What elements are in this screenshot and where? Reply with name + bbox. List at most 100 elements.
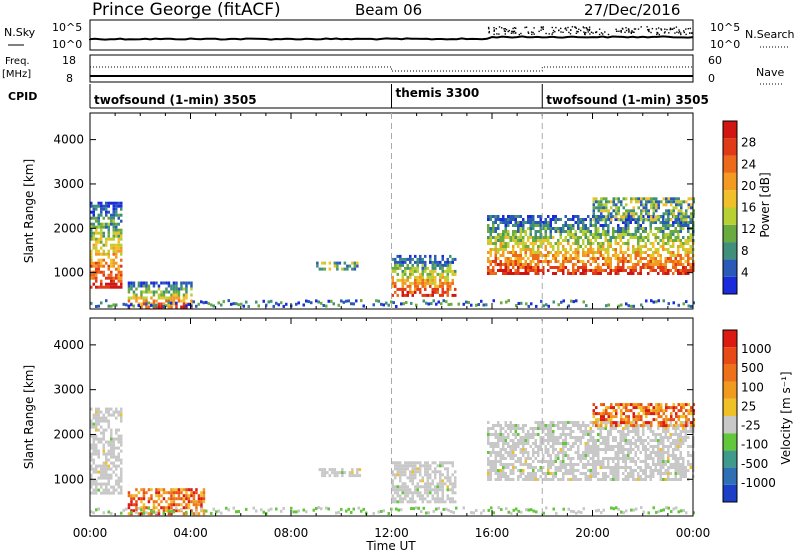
heatmap-cell [411,494,414,498]
heatmap-cell [115,410,118,414]
nsearch-point [514,32,516,34]
heatmap-cell [684,439,687,442]
heatmap-cell [502,427,505,430]
heatmap-cell [275,507,278,511]
heatmap-cell [569,469,572,472]
heatmap-cell [667,445,670,448]
heatmap-cell [336,264,339,268]
heatmap-cell [524,475,527,478]
heatmap-cell [544,448,547,451]
heatmap-cell [577,221,580,224]
heatmap-cell [524,448,527,451]
heatmap-cell [552,436,555,439]
heatmap-cell [515,507,518,511]
freq-label-line1: Freq. [5,56,30,67]
heatmap-cell [117,428,120,432]
heatmap-cell [624,466,627,469]
heatmap-cell [97,213,100,217]
heatmap-cell [454,482,457,486]
heatmap-cell [140,508,143,512]
heatmap-cell [670,218,673,222]
heatmap-cell [677,436,680,439]
heatmap-cell [446,263,449,267]
heatmap-cell [185,296,188,300]
heatmap-cell [615,415,618,419]
heatmap-cell [502,236,505,239]
heatmap-cell [95,204,98,208]
heatmap-cell [605,215,608,219]
heatmap-cell [492,236,495,239]
heatmap-cell [682,424,685,428]
heatmap-cell [362,304,365,308]
colorbar-frame [722,329,738,503]
heatmap-cell [559,218,562,221]
heatmap-cell [105,261,108,265]
heatmap-cell [537,272,540,275]
heatmap-cell [475,509,478,512]
heatmap-cell [534,233,537,236]
heatmap-cell [582,451,585,454]
heatmap-cell [652,300,655,304]
heatmap-cell [328,468,332,472]
heatmap-cell [642,460,645,463]
heatmap-cell [587,424,590,427]
heatmap-cell [589,245,592,248]
heatmap-cell [519,263,522,266]
heatmap-cell [607,245,610,248]
heatmap-cell [519,254,522,257]
heatmap-cell [353,267,357,271]
heatmap-cell [451,278,454,282]
heatmap-cell [632,197,635,201]
heatmap-cell [435,302,438,306]
station-title: Prince George (fitACF) [92,0,281,20]
heatmap-cell [182,500,186,504]
heatmap-cell [662,418,665,422]
heatmap-cell [610,212,613,216]
heatmap-cell [152,290,156,294]
heatmap-cell [92,264,95,268]
heatmap-cell [547,254,550,257]
heatmap-cell [102,437,105,441]
heatmap-cell [167,503,171,507]
heatmap-cell [497,248,500,251]
heatmap-cell [90,434,93,438]
heatmap-cell [582,507,585,511]
heatmap-cell [107,237,110,241]
nsearch-point [627,28,630,30]
heatmap-cell [592,430,595,433]
heatmap-cell [670,212,673,216]
heatmap-cell [547,478,550,481]
heatmap-cell [145,287,148,291]
heatmap-cell [414,260,417,264]
heatmap-cell [610,506,613,510]
heatmap-cell [167,290,171,294]
heatmap-cell [492,451,495,454]
heatmap-cell [544,233,547,236]
heatmap-cell [675,506,678,510]
heatmap-cell [617,507,620,511]
heatmap-cell [597,266,600,269]
heatmap-cell [170,284,173,288]
heatmap-cell [426,272,429,276]
heatmap-cell [512,263,515,266]
heatmap-cell [554,466,557,469]
heatmap-cell [682,266,685,269]
nsearch-point [585,27,588,29]
heatmap-cell [665,409,668,413]
heatmap-cell [504,466,507,469]
heatmap-cell [409,287,412,291]
heatmap-cell [514,230,517,233]
nave-tick-bottom: 0 [708,72,715,85]
heatmap-cell [657,406,660,410]
heatmap-cell [659,263,662,266]
heatmap-cell [402,302,405,306]
heatmap-cell [325,304,328,308]
heatmap-cell [449,281,452,285]
heatmap-cell [662,215,665,218]
heatmap-cell [534,242,537,245]
heatmap-cell [639,260,642,263]
heatmap-cell [557,230,560,233]
heatmap-cell [584,433,587,436]
heatmap-cell [667,454,670,457]
